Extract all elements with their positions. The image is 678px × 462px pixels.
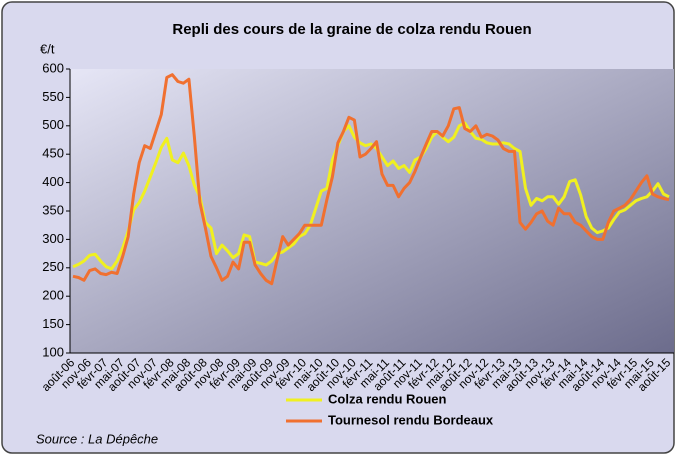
source: Source : La Dépêche: [36, 431, 158, 446]
series-line: [72, 73, 670, 286]
y-tick-label: 100: [42, 344, 64, 359]
y-tick-label: 600: [42, 60, 64, 75]
plot-area: [70, 69, 674, 353]
y-tick-label: 300: [42, 231, 64, 246]
y-tick-label: 200: [42, 288, 64, 303]
y-tick-label: 400: [42, 174, 64, 189]
series-line: [72, 121, 670, 271]
legend-label: Colza rendu Rouen: [328, 391, 447, 406]
y-tick-label: 500: [42, 117, 64, 132]
y-tick-label: 250: [42, 259, 64, 274]
y-tick-label: 350: [42, 202, 64, 217]
y-tick-label: 550: [42, 89, 64, 104]
y-tick-label: 150: [42, 316, 64, 331]
y-axis-label: €/t: [40, 41, 55, 56]
legend-label: Tournesol rendu Bordeaux: [328, 412, 494, 427]
chart-title: Repli des cours de la graine de colza re…: [172, 21, 531, 38]
y-tick-label: 450: [42, 146, 64, 161]
